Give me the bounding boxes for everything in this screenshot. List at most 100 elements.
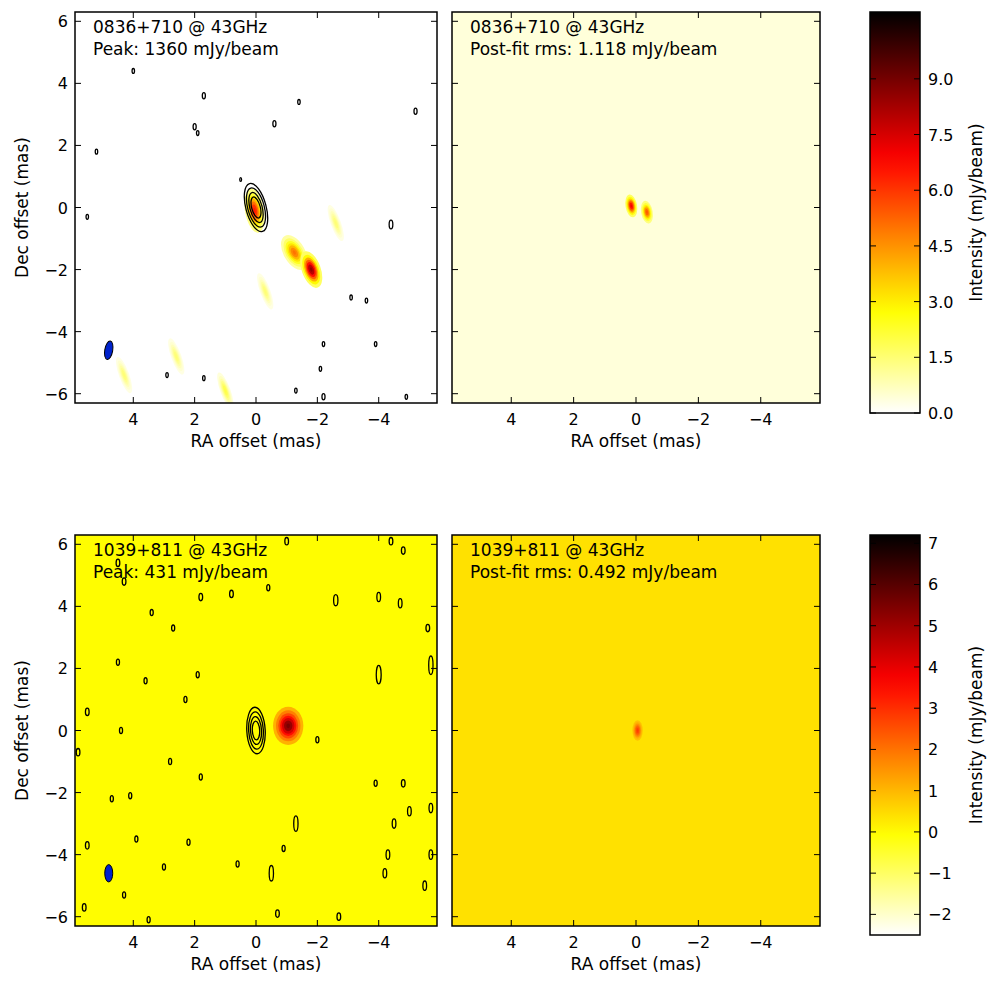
component: [292, 250, 297, 255]
component: [256, 275, 274, 307]
component: [307, 264, 316, 276]
colorbar-tick: [870, 625, 876, 626]
component: [262, 286, 268, 297]
y-tick: [814, 854, 820, 855]
y-tick: [452, 393, 458, 394]
y-tick: [431, 207, 437, 208]
colorbar-tick: [870, 413, 876, 414]
component: [643, 206, 651, 219]
component: [117, 362, 132, 388]
contour: [376, 665, 381, 684]
contour: [187, 839, 190, 845]
colorbar-tick: [870, 749, 876, 750]
y-tick: [814, 730, 820, 731]
colorbar-tick: [914, 301, 920, 302]
x-tick: [194, 397, 195, 403]
contour: [383, 869, 387, 878]
contour: [282, 845, 285, 851]
contour: [426, 624, 430, 631]
plot-area: [75, 535, 437, 926]
x-tick: [760, 920, 761, 926]
y-axis-title: Dec offset (mas): [12, 137, 32, 278]
plot-area: [75, 12, 437, 403]
y-tick: [814, 207, 820, 208]
y-tick-label: 2: [58, 136, 68, 155]
component: [633, 722, 641, 739]
x-axis-title: RA offset (mas): [571, 954, 702, 974]
contour: [147, 917, 150, 923]
x-tick-label: −2: [306, 933, 330, 952]
colorbar-tick-label: 3.0: [928, 293, 953, 312]
component: [646, 211, 648, 214]
component: [644, 207, 650, 217]
x-tick: [133, 920, 134, 926]
y-tick: [814, 916, 820, 917]
component: [301, 256, 321, 284]
y-tick: [814, 668, 820, 669]
x-tick-label: 4: [128, 933, 138, 952]
colorbar-label: Intensity (mJy/beam): [966, 123, 986, 301]
colorbar-tick: [870, 873, 876, 874]
colorbar-tick: [870, 301, 876, 302]
y-tick-label: −4: [44, 323, 68, 342]
y-tick: [431, 916, 437, 917]
contour: [316, 737, 319, 743]
component: [258, 278, 273, 304]
component: [278, 713, 298, 738]
contour: [295, 388, 297, 393]
x-tick-label: −2: [306, 410, 330, 429]
colorbar-tick-label: 6: [928, 575, 938, 594]
x-tick: [256, 920, 257, 926]
component: [118, 365, 130, 386]
contour: [392, 819, 396, 828]
contour: [423, 881, 427, 890]
contour: [429, 803, 433, 812]
y-tick: [75, 393, 81, 394]
y-tick: [814, 83, 820, 84]
component: [627, 199, 635, 212]
component: [123, 373, 126, 378]
colorbar-tick-label: 3: [928, 699, 938, 718]
colorbar-tick: [870, 245, 876, 246]
y-axis-title: Dec offset (mas): [12, 660, 32, 801]
contour: [135, 836, 138, 842]
y-tick: [814, 21, 820, 22]
y-tick: [452, 730, 458, 731]
component: [254, 272, 277, 311]
y-tick: [431, 331, 437, 332]
component: [216, 375, 234, 403]
x-tick-label: 2: [190, 933, 200, 952]
y-tick: [452, 668, 458, 669]
y-tick: [75, 916, 81, 917]
x-tick: [636, 397, 637, 403]
contour: [166, 373, 168, 378]
contour: [276, 910, 280, 917]
contour: [240, 178, 242, 182]
colorbar-tick: [914, 666, 920, 667]
figure: 420−2−4−6−4−20246RA offset (mas)Dec offs…: [0, 0, 991, 983]
y-tick: [452, 145, 458, 146]
y-tick-label: 4: [58, 74, 68, 93]
component: [286, 724, 290, 729]
y-tick: [75, 854, 81, 855]
component: [175, 354, 178, 359]
component: [305, 261, 318, 278]
beam: [103, 340, 114, 360]
component: [224, 388, 227, 393]
y-tick: [75, 269, 81, 270]
x-tick: [378, 12, 379, 18]
component: [284, 721, 292, 732]
component: [264, 289, 267, 294]
x-tick: [194, 920, 195, 926]
x-tick: [760, 397, 761, 403]
y-tick: [452, 916, 458, 917]
colorbar-tick: [914, 190, 920, 191]
component: [172, 348, 181, 364]
contour: [172, 625, 175, 631]
x-tick: [760, 535, 761, 541]
contour: [95, 149, 97, 154]
contour: [322, 394, 325, 400]
x-tick-label: 0: [251, 410, 261, 429]
colorbar-tick-label: 1.5: [928, 348, 953, 367]
colorbar-tick: [870, 708, 876, 709]
